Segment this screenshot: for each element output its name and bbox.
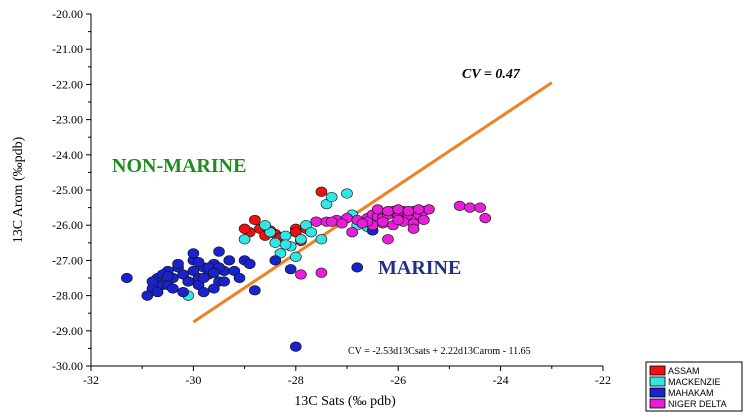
legend-label-mahakam: MAHAKAM [668,388,714,398]
x-tick-label: -22 [595,373,611,387]
data-point-mahakam [146,276,159,287]
legend-label-assam: ASSAM [668,366,700,376]
data-point-niger-delta [412,204,425,215]
data-point-mahakam [208,283,220,294]
data-point-mahakam [151,286,164,298]
x-tick-label: -32 [83,373,99,387]
legend-label-niger-delta: NIGER DELTA [668,399,727,409]
data-point-mahakam [351,262,364,273]
data-point-mackenzie [305,227,317,238]
data-point-mahakam [192,257,205,268]
data-point-mackenzie [238,234,251,245]
data-point-mahakam [197,272,210,284]
cv-line [192,81,553,324]
data-point-niger-delta [423,204,435,215]
data-point-niger-delta [295,269,307,280]
data-point-niger-delta [325,216,338,227]
data-point-mahakam [223,255,236,266]
marine-annotation: MARINE [378,257,461,279]
data-point-mackenzie [279,230,292,241]
data-point-niger-delta [310,216,323,227]
y-tick-label: -25.00 [52,183,83,197]
data-point-assam [238,223,251,234]
data-point-niger-delta [464,202,476,213]
data-point-assam [249,214,261,226]
plot-area: -20.00 -21.00 -22.00 -23.00 -24.00 -25.00 -26.… [52,7,611,387]
data-point-mahakam [182,276,195,287]
legend-label-mackenzie: MACKENZIE [668,377,721,387]
y-tick-label: -27.00 [52,253,83,267]
non-marine-annotation: NON-MARINE [112,155,246,177]
data-point-niger-delta [382,206,394,217]
data-point-mahakam [167,283,179,294]
data-point-mahakam [218,276,230,287]
data-point-mackenzie [325,191,338,203]
data-point-mahakam [187,248,200,259]
data-point-niger-delta [346,227,358,238]
legend-swatch-assam [649,365,666,376]
data-point-mahakam [233,272,246,284]
x-tick-label: -26 [390,373,406,387]
x-tick-label: -24 [493,373,509,387]
data-point-mackenzie [279,239,292,250]
y-tick-label: -21.00 [52,42,83,56]
data-point-niger-delta [474,202,486,213]
y-tick-label: -26.00 [52,218,83,232]
data-point-niger-delta [392,204,405,215]
y-axis-title: 13C Arom (‰pdb) [11,136,26,243]
data-point-mahakam [141,290,154,301]
x-tick-label: -30 [185,373,201,387]
data-point-mahakam [162,271,174,282]
data-point-mahakam [121,272,133,284]
data-point-niger-delta [315,267,328,278]
data-point-niger-delta [392,214,405,226]
y-tick-label: -24.00 [52,148,83,162]
data-point-mahakam [213,246,225,257]
legend-swatch-mahakam [649,387,666,398]
data-point-mackenzie [341,188,353,199]
y-tick-label: -22.00 [52,77,83,91]
data-point-niger-delta [336,218,348,229]
data-point-mahakam [208,267,220,278]
data-point-mahakam [172,258,184,270]
x-axis-title: 13C Sats (‰ pdb) [294,394,396,409]
data-point-niger-delta [402,206,415,217]
data-point-mahakam [177,286,189,298]
data-point-mahakam [243,258,256,270]
data-point-niger-delta [407,223,420,234]
data-point-mackenzie [295,234,307,245]
y-tick-label: -23.00 [52,113,83,127]
data-point-mahakam [269,255,282,266]
data-point-mackenzie [259,220,271,231]
y-tick-label: -30.00 [52,359,83,373]
legend-swatch-mackenzie [649,376,666,387]
data-point-mackenzie [315,234,328,245]
y-tick-label: -28.00 [52,289,83,303]
cv-equation: CV = -2.53d13Csats + 2.22d13Carom - 11.6… [348,346,531,357]
data-point-mackenzie [289,251,302,262]
y-tick-label: -29.00 [52,324,83,338]
data-point-mahakam [289,341,302,352]
data-point-niger-delta [356,218,369,229]
data-point-mahakam [284,264,297,275]
data-point-niger-delta [453,200,466,211]
data-point-niger-delta [382,234,394,245]
data-point-assam [315,186,328,197]
data-point-niger-delta [377,216,389,227]
data-point-mahakam [249,285,261,296]
data-point-mahakam [197,286,210,298]
data-point-mackenzie [269,237,282,248]
legend-swatch-niger-delta [649,398,666,409]
data-point-niger-delta [417,214,430,226]
data-point-niger-delta [371,204,384,215]
data-point-niger-delta [479,213,492,224]
x-tick-label: -28 [288,373,304,387]
cv-line-label: CV = 0.47 [462,67,521,82]
y-tick-label: -20.00 [52,7,83,21]
